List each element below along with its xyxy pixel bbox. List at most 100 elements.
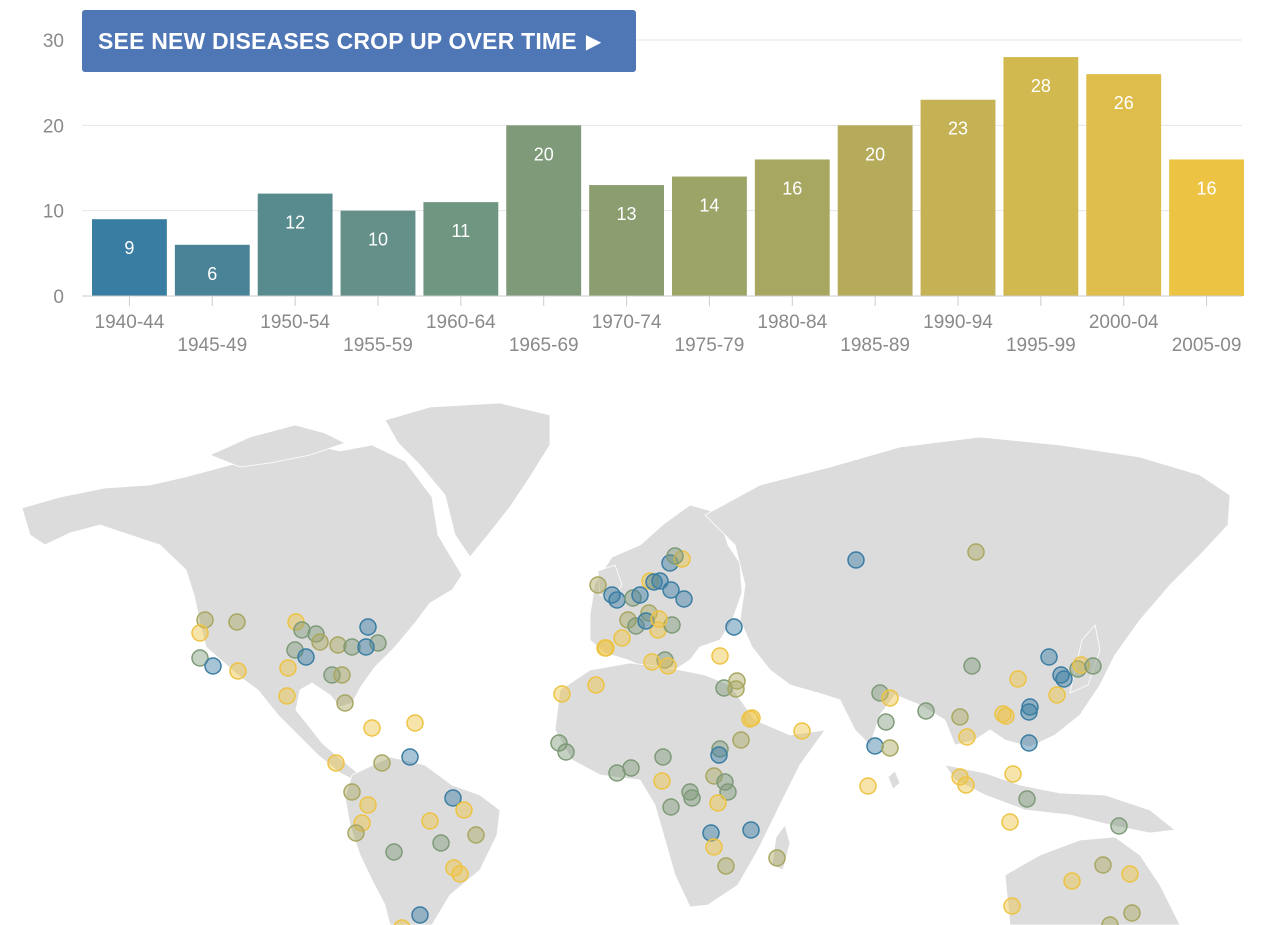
disease-marker[interactable] [717,857,735,875]
disease-marker[interactable] [881,689,899,707]
disease-marker[interactable] [353,814,371,832]
disease-marker[interactable] [1020,734,1038,752]
disease-marker[interactable] [859,777,877,795]
disease-marker[interactable] [343,638,361,656]
disease-marker[interactable] [359,618,377,636]
disease-marker[interactable] [711,740,729,758]
disease-marker[interactable] [608,764,626,782]
disease-marker[interactable] [196,611,214,629]
disease-marker[interactable] [958,728,976,746]
disease-marker[interactable] [716,773,734,791]
disease-marker[interactable] [451,865,469,883]
disease-marker[interactable] [385,843,403,861]
disease-marker[interactable] [455,801,473,819]
disease-marker[interactable] [329,636,347,654]
disease-marker[interactable] [645,573,663,591]
disease-marker[interactable] [997,707,1015,725]
disease-marker[interactable] [1003,897,1021,915]
disease-marker[interactable] [1018,790,1036,808]
disease-marker[interactable] [293,621,311,639]
disease-marker[interactable] [553,685,571,703]
disease-marker[interactable] [1121,865,1139,883]
disease-marker[interactable] [311,633,329,651]
disease-marker[interactable] [347,824,365,842]
disease-marker[interactable] [363,719,381,737]
disease-marker[interactable] [587,676,605,694]
disease-marker[interactable] [297,648,315,666]
disease-marker[interactable] [727,680,745,698]
disease-marker[interactable] [1048,686,1066,704]
disease-marker[interactable] [1020,703,1038,721]
disease-marker[interactable] [550,734,568,752]
disease-marker[interactable] [1040,648,1058,666]
disease-marker[interactable] [229,662,247,680]
disease-marker[interactable] [793,722,811,740]
disease-marker[interactable] [871,684,889,702]
disease-marker[interactable] [228,613,246,631]
disease-marker[interactable] [951,708,969,726]
disease-marker[interactable] [963,657,981,675]
disease-marker[interactable] [1110,817,1128,835]
disease-marker[interactable] [866,737,884,755]
disease-marker[interactable] [432,834,450,852]
disease-marker[interactable] [719,783,737,801]
disease-marker[interactable] [1094,856,1112,874]
disease-marker[interactable] [1055,670,1073,688]
disease-marker[interactable] [710,746,728,764]
disease-marker[interactable] [711,647,729,665]
disease-marker[interactable] [1009,670,1027,688]
disease-marker[interactable] [659,657,677,675]
disease-marker[interactable] [1004,765,1022,783]
disease-marker[interactable] [702,824,720,842]
disease-marker[interactable] [881,739,899,757]
disease-marker[interactable] [393,919,411,925]
disease-marker[interactable] [406,714,424,732]
disease-marker[interactable] [1101,916,1119,925]
disease-marker[interactable] [467,826,485,844]
see-diseases-over-time-button[interactable]: SEE NEW DISEASES CROP UP OVER TIME ▶ [82,10,636,72]
disease-marker[interactable] [359,796,377,814]
disease-marker[interactable] [967,543,985,561]
disease-marker[interactable] [336,694,354,712]
disease-marker[interactable] [1123,904,1141,922]
disease-marker[interactable] [877,713,895,731]
disease-marker[interactable] [643,653,661,671]
disease-marker[interactable] [662,798,680,816]
disease-marker[interactable] [654,748,672,766]
disease-marker[interactable] [191,624,209,642]
disease-marker[interactable] [608,591,626,609]
disease-marker[interactable] [421,812,439,830]
disease-marker[interactable] [596,639,614,657]
disease-marker[interactable] [917,702,935,720]
disease-marker[interactable] [653,772,671,790]
disease-marker[interactable] [666,547,684,565]
disease-marker[interactable] [662,581,680,599]
disease-marker[interactable] [278,687,296,705]
disease-marker[interactable] [847,551,865,569]
disease-marker[interactable] [191,649,209,667]
disease-marker[interactable] [1063,872,1081,890]
disease-marker[interactable] [1001,813,1019,831]
disease-marker[interactable] [343,783,361,801]
disease-marker[interactable] [705,838,723,856]
disease-marker[interactable] [589,576,607,594]
disease-marker[interactable] [357,638,375,656]
disease-marker[interactable] [204,657,222,675]
disease-marker[interactable] [444,789,462,807]
disease-marker[interactable] [650,610,668,628]
disease-marker[interactable] [327,754,345,772]
disease-marker[interactable] [732,731,750,749]
disease-marker[interactable] [709,794,727,812]
disease-marker[interactable] [411,906,429,924]
disease-marker[interactable] [323,666,341,684]
disease-marker[interactable] [603,586,621,604]
disease-marker[interactable] [631,586,649,604]
disease-marker[interactable] [742,821,760,839]
disease-marker[interactable] [401,748,419,766]
disease-marker[interactable] [637,612,655,630]
disease-marker[interactable] [557,743,575,761]
disease-marker[interactable] [683,789,701,807]
disease-marker[interactable] [768,849,786,867]
disease-marker[interactable] [743,709,761,727]
disease-marker[interactable] [373,754,391,772]
